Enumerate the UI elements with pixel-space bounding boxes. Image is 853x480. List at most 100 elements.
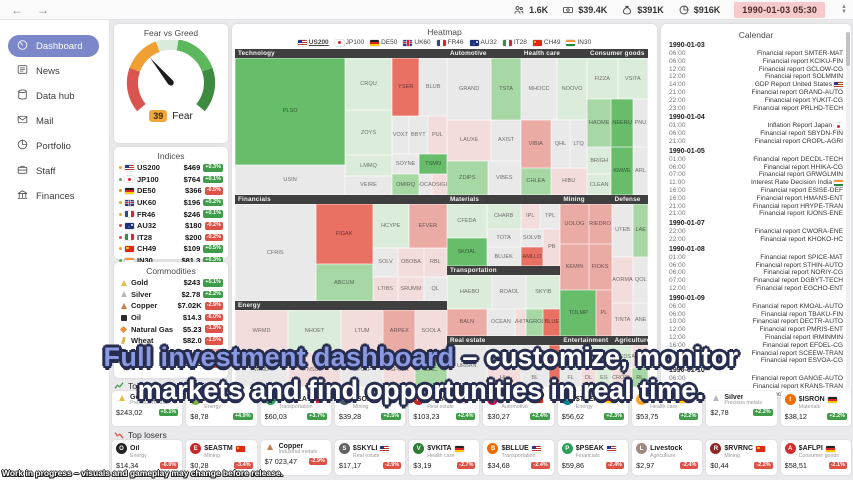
stock-tile-urban[interactable]: URBAN <box>446 344 487 387</box>
stock-tile-uolog[interactable]: UOLOG <box>560 204 589 244</box>
calendar-event-row[interactable]: 01:00 Financial report DECDL-TECH <box>669 156 843 164</box>
calendar-event-row[interactable]: 11:00 Interest Rate Decision India <box>669 179 843 187</box>
stock-tile-aorma[interactable]: AORMA <box>611 256 634 303</box>
sidebar-item-data-hub[interactable]: Data hub <box>8 85 99 107</box>
calendar-event-row[interactable]: 06:00 Financial report KMOAL-AUTO <box>669 303 843 311</box>
commodity-row-copper[interactable]: Copper $7.02K -2.9% <box>119 300 223 312</box>
calendar-event-row[interactable]: 22:00 Financial report KHOKO-HC <box>669 236 843 244</box>
stock-tile-pnu[interactable]: PNU <box>632 99 649 148</box>
sidebar-item-news[interactable]: News <box>8 60 99 82</box>
stock-tile-haebo[interactable]: HAEBO <box>446 275 493 309</box>
index-row-ch49[interactable]: CH49 $109 +0.5% <box>119 243 223 255</box>
stock-tile-roaol[interactable]: ROAOL <box>492 275 527 309</box>
stock-tile-pul[interactable]: PUL <box>427 115 447 154</box>
forward-button[interactable]: → <box>37 2 49 17</box>
stock-tile-bbyt[interactable]: BBYT <box>408 115 428 154</box>
spinner-down-icon[interactable]: ▼ <box>841 8 847 15</box>
stock-tile-cfris[interactable]: CFRIS <box>235 204 316 301</box>
calendar-event-row[interactable]: 21:00 Financial report CROPL-AGRI <box>669 138 843 146</box>
stock-tile-pb[interactable]: PB <box>543 228 561 266</box>
stock-tile-nhoet[interactable]: NHOET <box>287 310 341 353</box>
stock-tile-arpex[interactable]: ARPEX <box>383 310 416 353</box>
loser-card--eastm[interactable]: E $EASTM Mining $0,28 -3.4% <box>186 440 257 475</box>
stock-tile-amllo[interactable]: AMLLO <box>520 247 544 266</box>
stock-tile-crow[interactable]: CROW <box>560 344 589 369</box>
loser-card-oil[interactable]: O Oil Energy $14,34 -6.0% <box>112 440 183 475</box>
stock-tile-yser[interactable]: YSER <box>391 58 420 116</box>
stock-tile-afgri[interactable]: AFGRI <box>631 344 649 369</box>
time-speed-spinner[interactable]: ▲ ▼ <box>841 4 847 15</box>
calendar-event-row[interactable]: 21:00 Financial report IUONS-ENE <box>669 210 843 218</box>
gainer-card-gold[interactable]: Gold Precious metals $243,02 +5.1% <box>112 391 183 426</box>
stock-tile-figak[interactable]: FIGAK <box>315 204 373 265</box>
loser-card-copper[interactable]: Copper Industrial metals $7 023,47 -2.9% <box>260 440 331 475</box>
stock-tile-ltibs[interactable]: LTIBS <box>372 276 399 301</box>
stock-tile-tsmo[interactable]: TSMO <box>419 153 447 175</box>
commodity-row-gold[interactable]: Gold $243 +5.1% <box>119 277 223 289</box>
stock-tile-agrol[interactable]: AGROL <box>526 308 544 336</box>
stock-tile-uteb[interactable]: UTEB <box>611 204 634 257</box>
stock-tile-seeds[interactable]: SEEDS <box>611 344 632 369</box>
stock-tile-tinta[interactable]: TINTA <box>611 303 634 336</box>
calendar-event-row[interactable]: 10:00 Financial report DECTR-AUTO <box>669 318 843 326</box>
stock-tile-wrmd[interactable]: WRMD <box>235 310 288 353</box>
gainer-card--hrave[interactable]: H $HRAVE Real estate $103,23 +2.4% <box>409 391 480 426</box>
stock-tile-voxt[interactable]: VOXT <box>391 115 409 154</box>
calendar-event-row[interactable]: 06:00 Financial report STHIN-AUTO <box>669 262 843 270</box>
stock-tile-tpl[interactable]: TPL <box>539 204 561 229</box>
calendar-event-row[interactable]: 06:00 Financial report SBYDN-FIN <box>669 130 843 138</box>
stock-tile-lmmq[interactable]: LMMQ <box>345 155 392 176</box>
gainer-card--isron[interactable]: I $ISRON Materials $38,12 +2.2% <box>780 391 851 426</box>
stock-tile-oboba[interactable]: OBOBA <box>398 247 424 277</box>
stock-tile-vibia[interactable]: VIBIA <box>520 119 551 168</box>
index-row-jp100[interactable]: JP100 $764 +0.1% <box>119 174 223 186</box>
stock-tile-tsta[interactable]: TSTA <box>491 58 521 120</box>
stock-tile-ltum[interactable]: LTUM <box>340 310 384 353</box>
calendar-event-row[interactable]: 21:00 Financial report GRAND-AUTO <box>669 89 843 97</box>
index-row-fr46[interactable]: FR46 $246 +0.1% <box>119 208 223 220</box>
stock-tile-wind[interactable]: WIND <box>235 352 288 387</box>
stock-tile-ipl[interactable]: IPL <box>520 204 540 229</box>
stock-tile-cropl[interactable]: CROPL <box>611 368 632 387</box>
index-row-us200[interactable]: US200 $469 +0.3% <box>119 162 223 174</box>
calendar-event-row[interactable]: 06:00 Financial report KCIKU-FIN <box>669 58 843 66</box>
calendar-event-row[interactable]: 22:00 Financial report ESVOA-CG <box>669 357 843 365</box>
stock-tile-neeru[interactable]: NEERU <box>611 99 633 148</box>
sidebar-item-portfolio[interactable]: Portfolio <box>8 135 99 157</box>
calendar-event-row[interactable]: 07:00 Financial report GRWGLMIN <box>669 171 843 179</box>
stock-tile-haome[interactable]: HAOME <box>586 99 612 148</box>
loser-card--bllue[interactable]: B $BLLUE Transportation $34,68 -2.4% <box>483 440 554 475</box>
calendar-event-row[interactable]: 16:00 Financial report HMANS-ENT <box>669 195 843 203</box>
stock-tile-ocean[interactable]: OCEAN <box>486 308 515 336</box>
loser-card--skyli[interactable]: S $SKYLI Real estate $17,17 -2.9% <box>334 440 406 475</box>
gainer-card--prola[interactable]: P $PROLA Transportation $60,03 +3.7% <box>260 391 331 426</box>
stock-tile-charb[interactable]: CHARB <box>486 204 521 229</box>
gainer-card--teerr[interactable]: T $TEERR Energy $56,62 +2.3% <box>557 391 629 426</box>
stock-tile-qhl[interactable]: QHL <box>550 119 571 168</box>
stock-tile-pl[interactable]: PL <box>596 289 612 336</box>
commodity-row-natural-gas[interactable]: Natural Gas $5.23 -1.3% <box>119 323 223 335</box>
stock-tile-cfeda[interactable]: CFEDA <box>446 204 487 239</box>
loser-card--rvrnc[interactable]: R $RVRNC Mining $0,44 -2.2% <box>706 440 777 475</box>
stock-tile-hibu[interactable]: HIBU <box>550 167 587 195</box>
calendar-event-row[interactable]: 12:00 Financial report EGCHO-ENT <box>669 285 843 293</box>
stock-tile-ltq[interactable]: LTQ <box>570 119 587 168</box>
sidebar-item-finances[interactable]: Finances <box>8 185 99 207</box>
calendar-event-row[interactable]: 12:00 Financial report IRMINMIN <box>669 334 843 342</box>
loser-card-livestock[interactable]: L Livestock Agriculture $2,97 -2.4% <box>632 440 703 475</box>
stock-tile-kmwe[interactable]: KMWE <box>611 147 633 195</box>
index-row-au32[interactable]: AU32 $180 -0.2% <box>119 220 223 232</box>
stock-tile-fioks[interactable]: FIOKS <box>588 243 612 290</box>
gainer-card-uranium[interactable]: U Uranium Energy $8,78 +4.9% <box>186 391 257 426</box>
gainer-card--solmi[interactable]: S $SOLMI Mining $39,28 +2.5% <box>334 391 406 426</box>
calendar-event-row[interactable]: 16:00 Financial report EFDEL-CG <box>669 342 843 350</box>
stock-tile-ane[interactable]: ANE <box>633 303 649 336</box>
stock-tile-skt[interactable]: SKT <box>548 344 561 387</box>
stock-tile-rbl[interactable]: RBL <box>423 247 447 277</box>
stock-tile-sfola[interactable]: SFOLA <box>383 352 416 387</box>
stock-tile-rl[interactable]: RL <box>631 368 649 387</box>
stock-tile-srumm[interactable]: SRUMM <box>398 276 424 301</box>
calendar-event-row[interactable]: 07:00 Financial report DGBYT-TECH <box>669 277 843 285</box>
gainer-card-silver[interactable]: Silver Precious metals $2,78 +2.2% <box>706 391 777 426</box>
stock-tile-crqu[interactable]: CRQU <box>345 58 392 111</box>
